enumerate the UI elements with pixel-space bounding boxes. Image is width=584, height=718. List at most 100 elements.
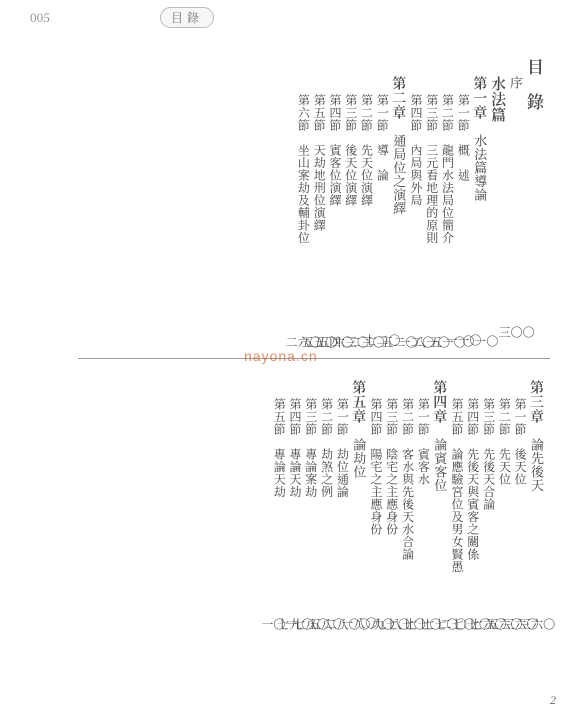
toc-entry-text: 第二章 通局位之演繹 (392, 76, 407, 215)
leader-dots: ︰︰︰︰︰︰︰︰︰︰︰︰︰︰︰︰︰︰︰︰︰︰︰︰︰︰︰︰︰︰︰ (382, 184, 383, 332)
leader-dots: ︰︰︰︰︰︰︰︰︰︰︰︰︰︰︰︰︰︰︰︰︰︰︰︰︰︰︰︰︰︰︰ (504, 488, 505, 616)
toc-section: 第一節 後天位︰︰︰︰︰︰︰︰︰︰︰︰︰︰︰︰︰︰︰︰︰︰︰︰︰︰︰︰︰︰︰〇六… (514, 380, 527, 630)
toc-section: 第三節 三元看地理的原則 ︰︰︰︰︰︰︰︰︰︰︰︰︰︰︰︰︰︰︰︰︰︰︰︰︰︰︰︰… (425, 58, 438, 348)
toc-page-ref: 〇六三 (519, 618, 555, 630)
toc-preface: 序︰︰︰︰︰︰︰︰︰︰︰︰︰︰︰︰︰︰︰︰︰︰︰︰︰︰︰︰︰︰︰〇〇三 (509, 58, 523, 348)
toc-chapter: 第五章 論劫位︰︰︰︰︰︰︰︰︰︰︰︰︰︰︰︰︰︰︰︰︰︰︰︰︰︰︰︰︰︰︰〇八… (352, 380, 367, 630)
toc-section: 第四節 賓客位演繹 ︰︰︰︰︰︰︰︰︰︰︰︰︰︰︰︰︰︰︰︰︰︰︰︰︰︰︰︰︰︰︰… (328, 58, 341, 348)
toc-section: 第四節 陽宅之主應身份 ︰︰︰︰︰︰︰︰︰︰︰︰︰︰︰︰︰︰︰︰︰︰︰︰︰︰︰︰︰… (369, 380, 382, 630)
toc-section: 第四節 先後天與賓客之關係 ︰︰︰︰︰︰︰︰︰︰︰︰︰︰︰︰︰︰︰︰︰︰︰︰︰︰︰… (466, 380, 479, 630)
toc-entry-text: 第一節 劫位通論 (336, 398, 349, 498)
toc-section: 第二節 先天位演繹 ︰︰︰︰︰︰︰︰︰︰︰︰︰︰︰︰︰︰︰︰︰︰︰︰︰︰︰︰︰︰︰… (360, 58, 373, 348)
leader-dots: ︰︰︰︰︰︰︰︰︰︰︰︰︰︰︰︰︰︰︰︰︰︰︰︰︰︰︰︰︰︰︰ (516, 92, 517, 324)
header-page-num: 005 (30, 9, 80, 26)
toc-section: 第一節 劫位通論︰︰︰︰︰︰︰︰︰︰︰︰︰︰︰︰︰︰︰︰︰︰︰︰︰︰︰︰︰︰︰〇… (336, 380, 349, 630)
page: 005 目錄 目 錄序 ︰︰︰︰︰︰︰︰︰︰︰︰︰︰︰︰︰︰︰︰︰︰︰︰︰︰︰︰︰… (0, 0, 584, 718)
toc-entry-text: 第一節 導 論 (376, 94, 389, 182)
toc-upper: 目 錄序︰︰︰︰︰︰︰︰︰︰︰︰︰︰︰︰︰︰︰︰︰︰︰︰︰︰︰︰︰︰︰〇〇三水法… (96, 58, 544, 348)
toc-section: 第三節 專論案劫︰︰︰︰︰︰︰︰︰︰︰︰︰︰︰︰︰︰︰︰︰︰︰︰︰︰︰︰︰︰︰〇… (304, 380, 317, 630)
toc-entry-text: 第三章 論先後天 (529, 380, 544, 492)
toc-entry-text: 第四章 論賓客位 (433, 380, 448, 492)
leader-dots: ︰︰︰︰︰︰︰︰︰︰︰︰︰︰︰︰︰︰︰︰︰︰︰︰︰︰︰︰︰︰︰ (391, 538, 392, 617)
toc-entry-text: 第二節 劫煞之例 (320, 398, 333, 498)
toc-entry-text: 第五節 論應驗宮位及男女賢愚 (450, 398, 463, 573)
toc-entry-text: 第五節 專論天劫 (273, 398, 286, 498)
toc-part: 水法篇 (490, 58, 506, 348)
toc-entry-text: 第六節 坐山案劫及輔卦位 (297, 94, 310, 244)
leader-dots: ︰︰︰︰︰︰︰︰︰︰︰︰︰︰︰︰︰︰︰︰︰︰︰︰︰︰︰︰︰︰︰ (342, 500, 343, 616)
toc-section: 第三節 陰宅之主應身份︰︰︰︰︰︰︰︰︰︰︰︰︰︰︰︰︰︰︰︰︰︰︰︰︰︰︰︰︰… (385, 380, 398, 630)
toc-entry-text: 第一節 概 述 (457, 94, 470, 182)
toc-entry-text: 第四節 內局與外局 (409, 94, 422, 207)
toc-section: 第四節 專論天劫︰︰︰︰︰︰︰︰︰︰︰︰︰︰︰︰︰︰︰︰︰︰︰︰︰︰︰︰︰︰︰〇… (288, 380, 301, 630)
toc-entry-text: 水法篇 (490, 76, 506, 123)
leader-dots: ︰︰︰︰︰︰︰︰︰︰︰︰︰︰︰︰︰︰︰︰︰︰︰︰︰︰︰︰︰︰︰ (519, 488, 520, 616)
toc-entry-text: 第四節 陽宅之主應身份 (369, 398, 382, 536)
leader-dots: ︰︰︰︰︰︰︰︰︰︰︰︰︰︰︰︰︰︰︰︰︰︰︰︰︰︰︰︰︰︰︰ (350, 209, 351, 334)
toc-entry-text: 第一節 後天位 (514, 398, 527, 486)
toc-entry-text: 第二節 客水與先後天水合論 (401, 398, 414, 561)
leader-dots: ︰︰︰︰︰︰︰︰︰︰︰︰︰︰︰︰︰︰︰︰︰︰︰︰︰︰︰︰︰︰︰ (463, 184, 464, 332)
toc-section: 第一節 賓客水︰︰︰︰︰︰︰︰︰︰︰︰︰︰︰︰︰︰︰︰︰︰︰︰︰︰︰︰︰︰︰〇七… (417, 380, 430, 630)
leader-dots: ︰︰︰︰︰︰︰︰︰︰︰︰︰︰︰︰︰︰︰︰︰︰︰︰︰︰︰︰︰︰︰ (447, 246, 448, 334)
toc-section: 第五節 專論天劫︰︰︰︰︰︰︰︰︰︰︰︰︰︰︰︰︰︰︰︰︰︰︰︰︰︰︰︰︰︰︰一… (273, 380, 286, 630)
leader-dots: ︰︰︰︰︰︰︰︰︰︰︰︰︰︰︰︰︰︰︰︰︰︰︰︰︰︰︰︰︰︰︰ (278, 500, 279, 616)
toc-section: 第一節 導 論︰︰︰︰︰︰︰︰︰︰︰︰︰︰︰︰︰︰︰︰︰︰︰︰︰︰︰︰︰︰︰〇二… (376, 58, 389, 348)
toc-entry-text: 第三節 三元看地理的原則 (425, 94, 438, 244)
toc-entry-text: 第一節 賓客水 (417, 398, 430, 486)
toc-section: 第五節 天劫地刑位演繹 ︰︰︰︰︰︰︰︰︰︰︰︰︰︰︰︰︰︰︰︰︰︰︰︰︰︰︰︰︰… (313, 58, 326, 348)
leader-dots: ︰︰︰︰︰︰︰︰︰︰︰︰︰︰︰︰︰︰︰︰︰︰︰︰︰︰︰︰︰︰︰ (358, 481, 359, 615)
toc-entry-text: 第二節 先天位演繹 (360, 94, 373, 207)
toc-entry-text: 第三節 後天位演繹 (344, 94, 357, 207)
toc-section: 第三節 後天位演繹 ︰︰︰︰︰︰︰︰︰︰︰︰︰︰︰︰︰︰︰︰︰︰︰︰︰︰︰︰︰︰︰… (344, 58, 357, 348)
leader-dots: ︰︰︰︰︰︰︰︰︰︰︰︰︰︰︰︰︰︰︰︰︰︰︰︰︰︰︰︰︰︰︰ (294, 500, 295, 616)
leader-dots: ︰︰︰︰︰︰︰︰︰︰︰︰︰︰︰︰︰︰︰︰︰︰︰︰︰︰︰︰︰︰︰ (326, 500, 327, 616)
toc-entry-text: 第四節 專論天劫 (288, 398, 301, 498)
leader-dots: ︰︰︰︰︰︰︰︰︰︰︰︰︰︰︰︰︰︰︰︰︰︰︰︰︰︰︰︰︰︰︰ (439, 494, 440, 616)
toc-entry-text: 第四節 賓客位演繹 (328, 94, 341, 207)
toc-section: 第二節 客水與先後天水合論 ︰︰︰︰︰︰︰︰︰︰︰︰︰︰︰︰︰︰︰︰︰︰︰︰︰︰︰… (401, 380, 414, 630)
toc-section: 第四節 內局與外局 ︰︰︰︰︰︰︰︰︰︰︰︰︰︰︰︰︰︰︰︰︰︰︰︰︰︰︰︰︰︰︰… (409, 58, 422, 348)
toc-entry-text: 目 錄 (526, 58, 544, 111)
toc-entry-text: 第一章 水法篇導論 (473, 76, 488, 202)
toc-entry-text: 第五章 論劫位 (352, 380, 367, 479)
footer-page-num: 2 (550, 693, 556, 708)
leader-dots: ︰︰︰︰︰︰︰︰︰︰︰︰︰︰︰︰︰︰︰︰︰︰︰︰︰︰︰︰︰︰︰ (375, 538, 376, 617)
leader-dots: ︰︰︰︰︰︰︰︰︰︰︰︰︰︰︰︰︰︰︰︰︰︰︰︰︰︰︰︰︰︰︰ (456, 575, 457, 616)
leader-dots: ︰︰︰︰︰︰︰︰︰︰︰︰︰︰︰︰︰︰︰︰︰︰︰︰︰︰︰︰︰︰︰ (536, 494, 537, 616)
toc-entry-text: 序 (509, 76, 523, 90)
leader-dots: ︰︰︰︰︰︰︰︰︰︰︰︰︰︰︰︰︰︰︰︰︰︰︰︰︰︰︰︰︰︰︰ (472, 563, 473, 617)
toc-section: 第二節 龍門水法局位簡介 ︰︰︰︰︰︰︰︰︰︰︰︰︰︰︰︰︰︰︰︰︰︰︰︰︰︰︰︰… (441, 58, 454, 348)
toc-chapter: 第二章 通局位之演繹 ︰︰︰︰︰︰︰︰︰︰︰︰︰︰︰︰︰︰︰︰︰︰︰︰︰︰︰︰︰︰… (392, 58, 407, 348)
leader-dots: ︰︰︰︰︰︰︰︰︰︰︰︰︰︰︰︰︰︰︰︰︰︰︰︰︰︰︰︰︰︰︰ (334, 209, 335, 334)
leader-dots: ︰︰︰︰︰︰︰︰︰︰︰︰︰︰︰︰︰︰︰︰︰︰︰︰︰︰︰︰︰︰︰ (479, 204, 480, 334)
leader-dots: ︰︰︰︰︰︰︰︰︰︰︰︰︰︰︰︰︰︰︰︰︰︰︰︰︰︰︰︰︰︰︰ (310, 500, 311, 616)
leader-dots: ︰︰︰︰︰︰︰︰︰︰︰︰︰︰︰︰︰︰︰︰︰︰︰︰︰︰︰︰︰︰︰ (318, 234, 319, 335)
leader-dots: ︰︰︰︰︰︰︰︰︰︰︰︰︰︰︰︰︰︰︰︰︰︰︰︰︰︰︰︰︰︰︰ (415, 209, 416, 334)
toc-entry-text: 第三節 專論案劫 (304, 398, 317, 498)
leader-dots: ︰︰︰︰︰︰︰︰︰︰︰︰︰︰︰︰︰︰︰︰︰︰︰︰︰︰︰︰︰︰︰ (398, 217, 399, 334)
toc-entry-text: 第三節 先後天合論 (482, 398, 495, 511)
running-header: 005 目錄 (30, 4, 554, 30)
toc-entry-text: 第二節 龍門水法局位簡介 (441, 94, 454, 244)
toc-lower: 第三章 論先後天︰︰︰︰︰︰︰︰︰︰︰︰︰︰︰︰︰︰︰︰︰︰︰︰︰︰︰︰︰︰︰〇… (96, 380, 544, 630)
toc-chapter: 第一章 水法篇導論 ︰︰︰︰︰︰︰︰︰︰︰︰︰︰︰︰︰︰︰︰︰︰︰︰︰︰︰︰︰︰︰… (473, 58, 488, 348)
toc-section: 第六節 坐山案劫及輔卦位 ︰︰︰︰︰︰︰︰︰︰︰︰︰︰︰︰︰︰︰︰︰︰︰︰︰︰︰︰… (297, 58, 310, 348)
toc-section: 第二節 先天位︰︰︰︰︰︰︰︰︰︰︰︰︰︰︰︰︰︰︰︰︰︰︰︰︰︰︰︰︰︰︰〇六… (498, 380, 511, 630)
leader-dots: ︰︰︰︰︰︰︰︰︰︰︰︰︰︰︰︰︰︰︰︰︰︰︰︰︰︰︰︰︰︰︰ (303, 246, 304, 334)
leader-dots: ︰︰︰︰︰︰︰︰︰︰︰︰︰︰︰︰︰︰︰︰︰︰︰︰︰︰︰︰︰︰︰ (366, 209, 367, 334)
toc-title: 目 錄 (526, 58, 544, 348)
toc-entry-text: 第四節 先後天與賓客之關係 (466, 398, 479, 561)
watermark: nayona.cn (244, 348, 318, 364)
leader-dots: ︰︰︰︰︰︰︰︰︰︰︰︰︰︰︰︰︰︰︰︰︰︰︰︰︰︰︰︰︰︰︰ (407, 563, 408, 617)
header-tab: 目錄 (160, 7, 214, 28)
toc-section: 第三節 先後天合論 ︰︰︰︰︰︰︰︰︰︰︰︰︰︰︰︰︰︰︰︰︰︰︰︰︰︰︰︰︰︰︰… (482, 380, 495, 630)
toc-section: 第二節 劫煞之例︰︰︰︰︰︰︰︰︰︰︰︰︰︰︰︰︰︰︰︰︰︰︰︰︰︰︰︰︰︰︰〇… (320, 380, 333, 630)
toc-entry-text: 第二節 先天位 (498, 398, 511, 486)
toc-chapter: 第三章 論先後天︰︰︰︰︰︰︰︰︰︰︰︰︰︰︰︰︰︰︰︰︰︰︰︰︰︰︰︰︰︰︰〇… (529, 380, 544, 630)
leader-dots: ︰︰︰︰︰︰︰︰︰︰︰︰︰︰︰︰︰︰︰︰︰︰︰︰︰︰︰︰︰︰︰ (488, 513, 489, 617)
toc-entry-text: 第五節 天劫地刑位演繹 (313, 94, 326, 232)
toc-chapter: 第四章 論賓客位︰︰︰︰︰︰︰︰︰︰︰︰︰︰︰︰︰︰︰︰︰︰︰︰︰︰︰︰︰︰︰〇… (433, 380, 448, 630)
leader-dots: ︰︰︰︰︰︰︰︰︰︰︰︰︰︰︰︰︰︰︰︰︰︰︰︰︰︰︰︰︰︰︰ (431, 246, 432, 334)
toc-section: 第一節 概 述︰︰︰︰︰︰︰︰︰︰︰︰︰︰︰︰︰︰︰︰︰︰︰︰︰︰︰︰︰︰︰〇一… (457, 58, 470, 348)
